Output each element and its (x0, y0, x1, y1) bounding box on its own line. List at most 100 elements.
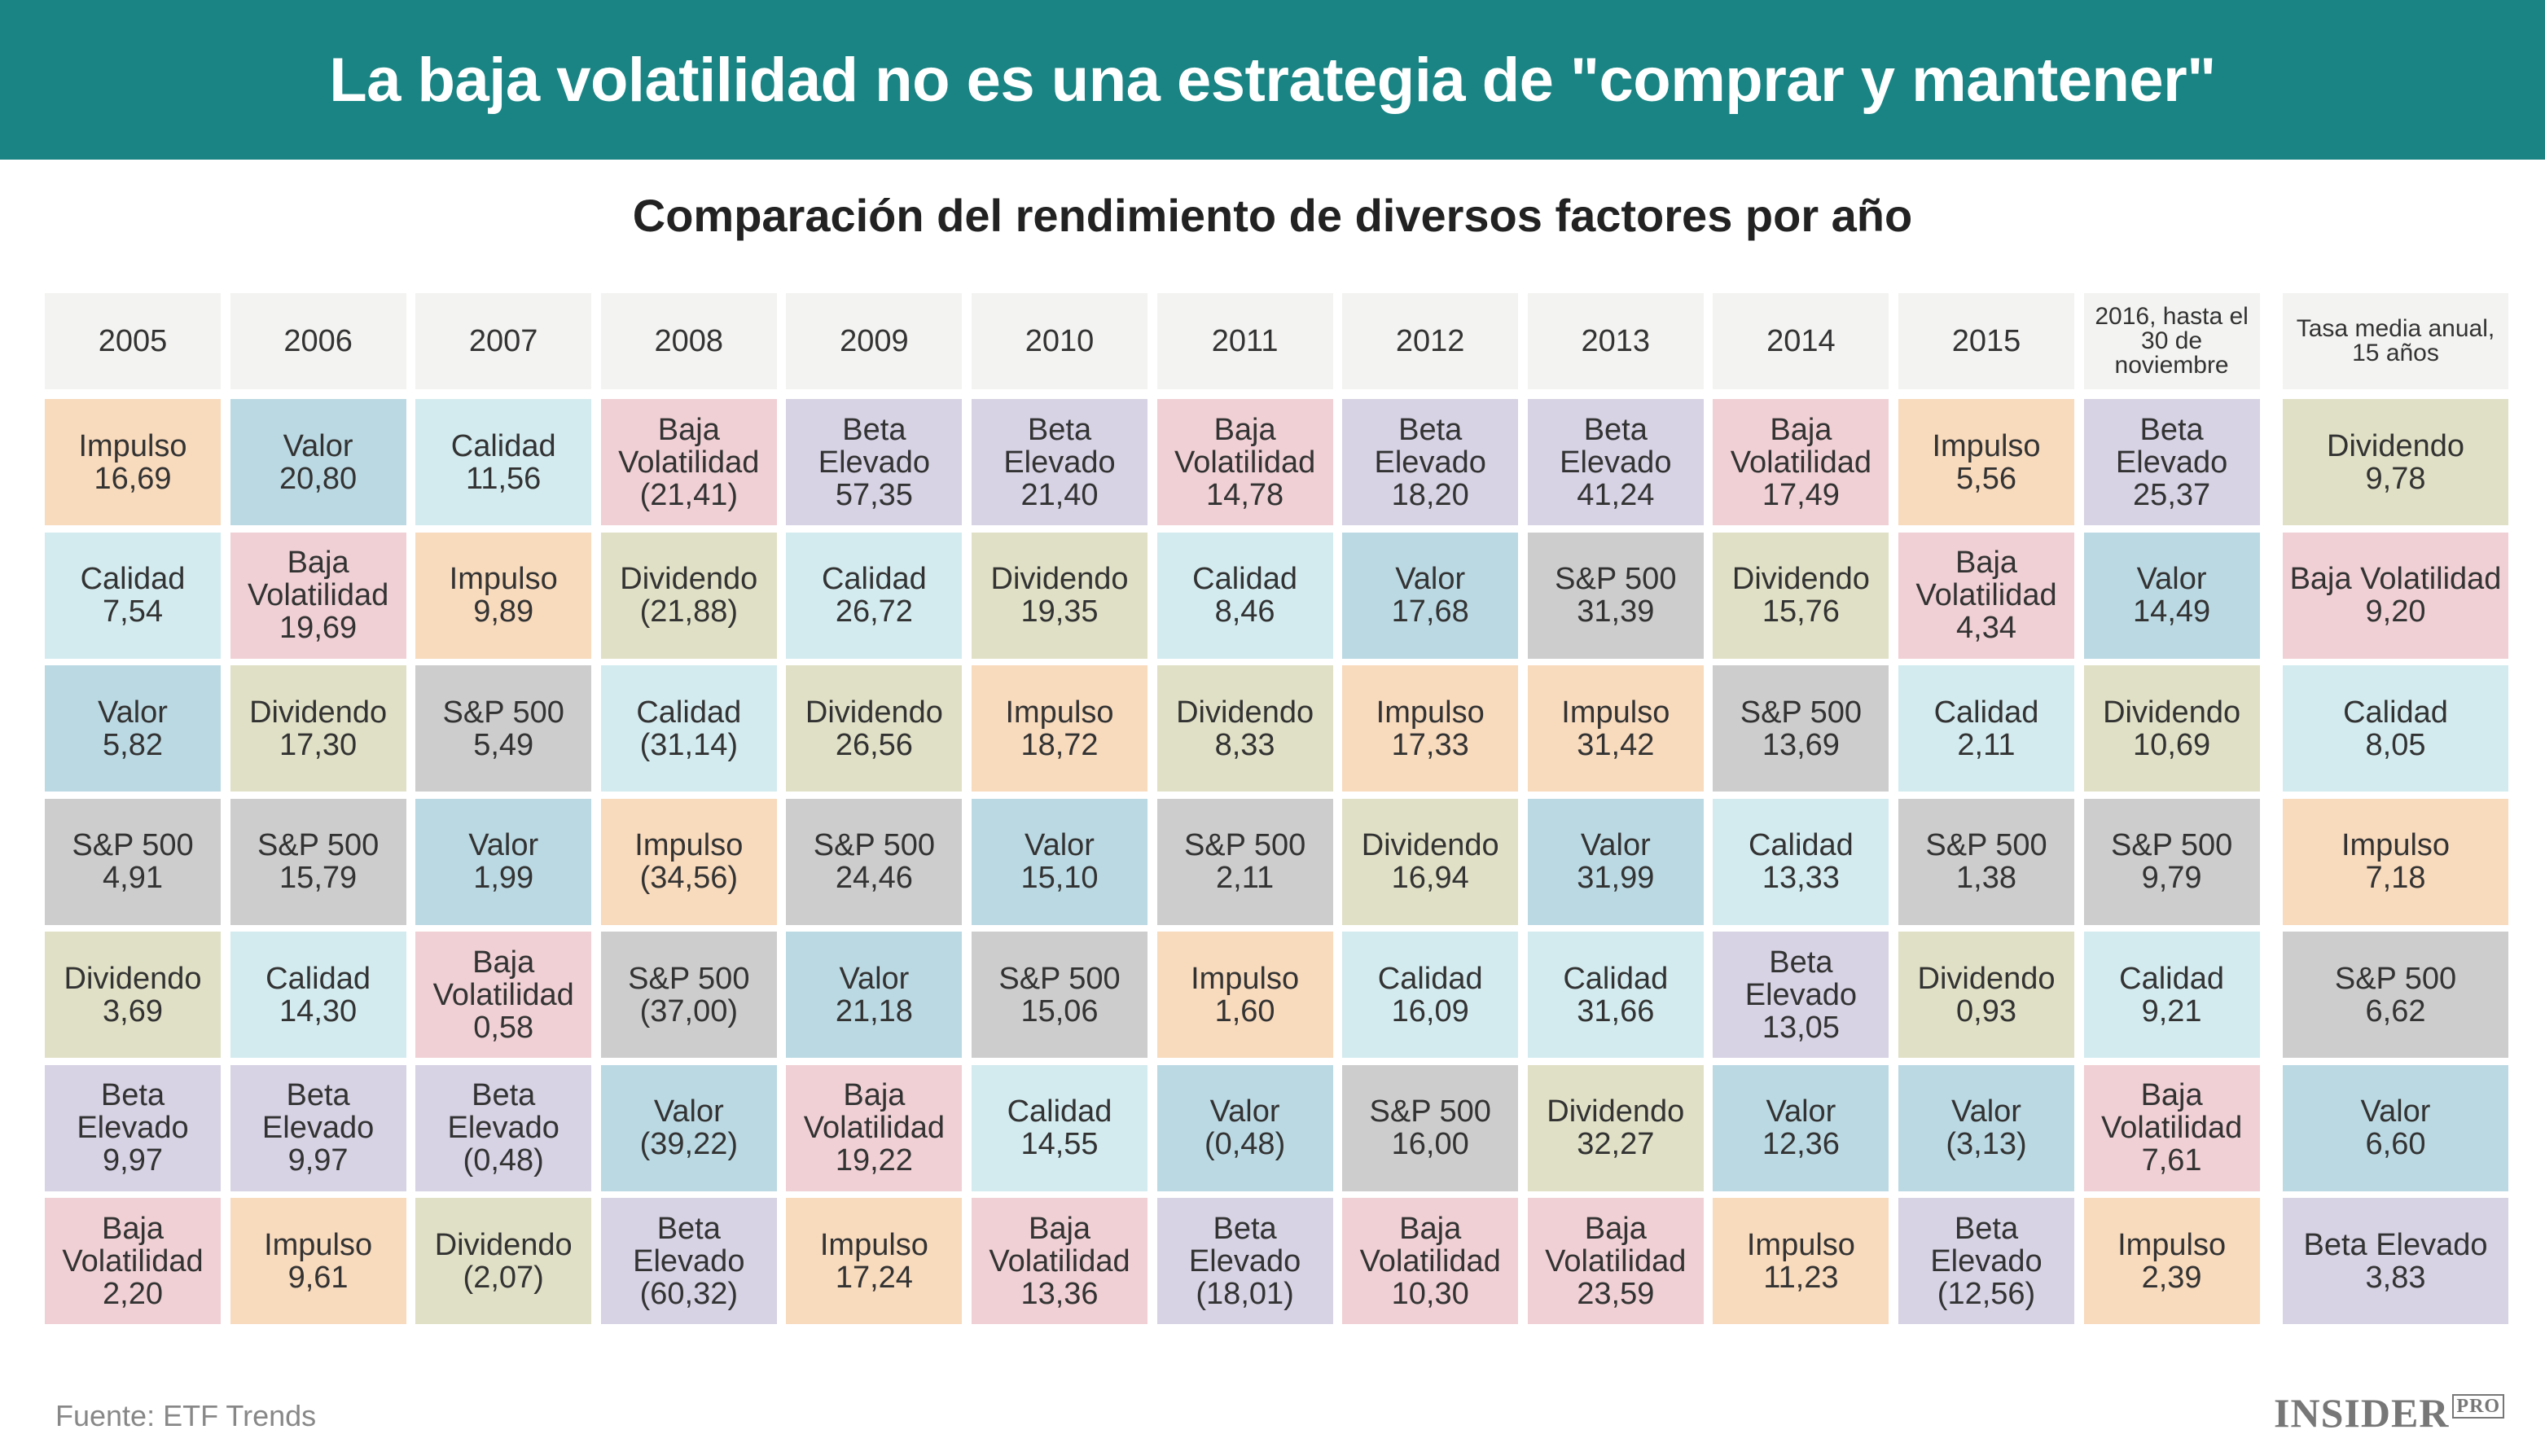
factor-name: S&P 500 (1369, 1094, 1491, 1129)
factor-name: Baja Volatilidad (989, 1211, 1130, 1278)
factor-value: (34,56) (639, 861, 738, 895)
factor-value: (12,56) (1937, 1276, 2036, 1311)
factor-cell: Valor 31,99 (1527, 798, 1704, 925)
factor-value: (18,01) (1196, 1276, 1294, 1311)
column-header: 2010 (972, 293, 1147, 389)
factor-value: 25,37 (2133, 477, 2211, 512)
factor-name: Baja Volatilidad (432, 945, 574, 1012)
factor-value: 2,11 (1957, 727, 2016, 762)
factor-value: 1,99 (473, 861, 534, 895)
factor-value: 10,30 (1391, 1276, 1469, 1311)
factor-name: Valor (2360, 1094, 2431, 1129)
factor-name: Calidad (265, 961, 371, 996)
factor-value: 2,11 (1216, 861, 1275, 895)
factor-cell: Beta Elevado 13,05 (1713, 932, 1889, 1058)
factor-name: Beta Elevado (2303, 1227, 2488, 1262)
factor-name: Impulso (2341, 828, 2451, 862)
factor-cell: Calidad (31,14) (600, 665, 777, 792)
factor-name: Impulso (2117, 1227, 2227, 1262)
factor-value: (2,07) (463, 1260, 544, 1295)
factor-cell: Dividendo 15,76 (1713, 532, 1889, 659)
factor-name: Dividendo (1547, 1094, 1685, 1129)
factor-name: Calidad (450, 428, 556, 463)
factor-name: Valor (98, 695, 168, 730)
factor-value: 2,39 (2141, 1260, 2202, 1295)
factor-name: Calidad (2119, 961, 2225, 996)
column-header: 2008 (600, 293, 777, 389)
factor-value: 41,24 (1577, 477, 1655, 512)
factor-name: Impulso (819, 1227, 928, 1262)
factor-value: 9,97 (103, 1143, 163, 1178)
factor-value: 4,91 (103, 861, 163, 895)
factor-cell: Dividendo 10,69 (2083, 665, 2260, 792)
factor-value: (39,22) (639, 1127, 738, 1161)
factor-name: Dividendo (249, 695, 388, 730)
factor-cell: Valor 5,82 (45, 665, 221, 792)
factor-value: 14,49 (2133, 594, 2211, 629)
factor-cell: Beta Elevado 3,83 (2283, 1198, 2508, 1324)
factor-cell: Valor 20,80 (230, 399, 406, 525)
factor-name: Calidad (636, 695, 742, 730)
factor-cell: S&P 500 15,06 (972, 932, 1147, 1058)
factor-cell: Baja Volatilidad 2,20 (45, 1198, 221, 1324)
factor-value: 12,36 (1762, 1127, 1840, 1161)
factor-value: 23,59 (1577, 1276, 1655, 1311)
factor-name: Dividendo (1176, 695, 1314, 730)
factor-cell: Dividendo 0,93 (1898, 932, 2074, 1058)
factor-cell: Calidad 11,56 (415, 399, 592, 525)
factor-name: Impulso (1191, 961, 1300, 996)
factor-value: 57,35 (835, 477, 913, 512)
factor-value: 14,55 (1020, 1127, 1099, 1161)
factor-value: 15,06 (1020, 993, 1099, 1028)
factor-value: 9,78 (2365, 461, 2426, 496)
factor-cell: Dividendo 3,69 (45, 932, 221, 1058)
column-header: 2011 (1156, 293, 1333, 389)
source-note: Fuente: ETF Trends (55, 1399, 317, 1432)
factor-value: 18,72 (1020, 727, 1099, 762)
factor-value: (21,88) (639, 594, 738, 629)
factor-name: Beta Elevado (261, 1078, 375, 1145)
factor-value: 3,69 (103, 993, 163, 1028)
factor-value: 32,27 (1577, 1127, 1655, 1161)
factor-cell: Valor 15,10 (972, 798, 1147, 925)
factor-cell: Dividendo 32,27 (1527, 1064, 1704, 1191)
factor-name: Valor (839, 961, 910, 996)
factor-value: 19,22 (835, 1143, 913, 1178)
column-header: 2014 (1713, 293, 1889, 389)
factor-name: Dividendo (805, 695, 943, 730)
factor-name: Baja Volatilidad (1730, 412, 1872, 480)
factor-name: Baja Volatilidad (247, 546, 389, 612)
factor-value: 14,30 (279, 993, 358, 1028)
factor-cell: S&P 500 2,11 (1156, 798, 1333, 925)
page-title: La baja volatilidad no es una estrategia… (329, 45, 2216, 115)
factor-name: Impulso (1932, 428, 2041, 463)
factor-value: 1,38 (1956, 861, 2016, 895)
factor-cell: Dividendo (21,88) (600, 532, 777, 659)
factor-value: 18,20 (1391, 477, 1469, 512)
factor-name: Calidad (2343, 695, 2448, 730)
factor-cell: Baja Volatilidad 19,69 (230, 532, 406, 659)
factor-name: Baja Volatilidad (1915, 546, 2057, 612)
factor-cell: Dividendo 26,56 (786, 665, 963, 792)
factor-value: 16,09 (1391, 993, 1469, 1028)
factor-name: Valor (1951, 1094, 2021, 1129)
factor-value: 15,76 (1762, 594, 1840, 629)
factor-cell: Valor 17,68 (1342, 532, 1519, 659)
factor-name: Calidad (1377, 961, 1483, 996)
column-header: 2006 (230, 293, 406, 389)
factor-cell: Valor 14,49 (2083, 532, 2260, 659)
factor-cell: Beta Elevado (60,32) (600, 1198, 777, 1324)
factor-cell: Dividendo 16,94 (1342, 798, 1519, 925)
column-header: 2012 (1342, 293, 1519, 389)
factor-cell: Calidad 16,09 (1342, 932, 1519, 1058)
factor-cell: S&P 500 13,69 (1713, 665, 1889, 792)
factor-value: 20,80 (279, 461, 358, 496)
chart-title: Comparación del rendimiento de diversos … (632, 190, 1913, 241)
factor-value: 26,72 (835, 594, 913, 629)
factor-name: Baja Volatilidad (1174, 412, 1316, 480)
factor-value: 13,36 (1020, 1276, 1099, 1311)
factor-value: 10,69 (2133, 727, 2211, 762)
factor-cell: Impulso 9,61 (230, 1198, 406, 1324)
factor-cell: Beta Elevado (0,48) (415, 1064, 592, 1191)
factor-name: S&P 500 (813, 828, 936, 862)
